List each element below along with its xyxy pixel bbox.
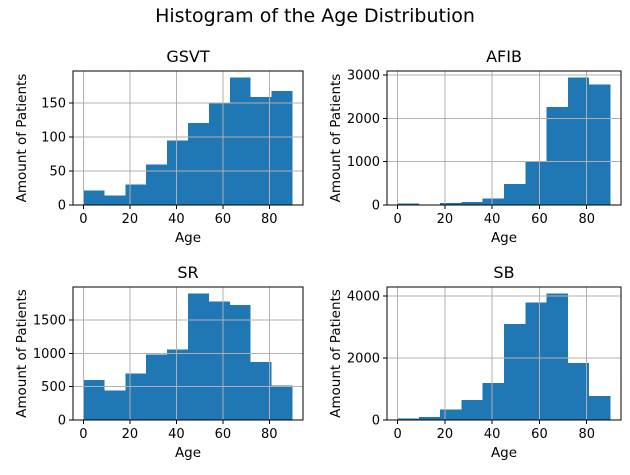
histogram-bar <box>397 418 419 420</box>
x-tick-label: 80 <box>261 427 278 442</box>
histogram-bar <box>567 363 590 420</box>
plot-spines <box>72 70 304 206</box>
histogram-bar <box>418 417 441 420</box>
histogram-bar <box>440 409 462 420</box>
plot-spines <box>386 70 622 206</box>
histogram-bar <box>83 380 105 420</box>
y-tick-label: 150 <box>41 97 66 112</box>
subplot-sr: 0 20 40 60 80 0 500 1000 1500 SR Age Amount of Pati… <box>14 263 304 461</box>
histogram-bar <box>482 382 504 420</box>
histogram-bar <box>104 390 126 420</box>
histogram-bar <box>188 122 209 205</box>
histogram-bar <box>504 323 526 420</box>
x-tick-label: 40 <box>168 212 185 227</box>
subplot-title: GSVT <box>166 47 210 66</box>
histogram-bar <box>83 190 105 205</box>
histogram-bar <box>567 77 590 205</box>
histogram-bar <box>589 395 611 420</box>
x-axis-label: Age <box>491 445 517 461</box>
y-tick-label: 2000 <box>347 112 380 127</box>
x-axis-label: Age <box>175 230 201 246</box>
histogram-bar <box>250 362 272 420</box>
histogram-bar <box>525 160 547 205</box>
subplot-afib: 0 20 40 60 80 0 1000 2000 3000 AFIB Age Amount of P… <box>328 47 622 246</box>
histogram-bar <box>461 201 483 205</box>
histogram-bar <box>397 203 419 205</box>
x-tick-label: 20 <box>437 427 454 442</box>
y-tick-label: 0 <box>58 414 66 429</box>
histogram-bar <box>208 103 230 205</box>
y-axis-label: Amount of Patients <box>14 289 30 418</box>
subplot-sb: 0 20 40 60 80 0 2000 4000 SB Age Amount of Patient… <box>328 263 622 461</box>
x-tick-label: 0 <box>79 212 87 227</box>
histogram-bar <box>167 349 188 420</box>
histogram-bar <box>461 399 483 420</box>
x-tick-label: 0 <box>393 212 401 227</box>
histogram-bar <box>146 164 168 205</box>
x-tick-label: 60 <box>531 212 548 227</box>
x-tick-label: 40 <box>168 427 185 442</box>
y-tick-label: 0 <box>372 414 380 429</box>
x-tick-label: 40 <box>484 212 501 227</box>
subplot-title: AFIB <box>486 47 522 66</box>
y-tick-label: 4000 <box>347 289 380 304</box>
histogram-bar <box>271 385 293 420</box>
x-tick-label: 80 <box>578 212 595 227</box>
y-tick-label: 1500 <box>33 314 66 329</box>
y-tick-label: 100 <box>41 131 66 146</box>
y-axis-label: Amount of Patients <box>328 74 344 203</box>
y-tick-label: 500 <box>41 380 66 395</box>
y-tick-label: 2000 <box>347 351 380 366</box>
histogram-bar <box>229 77 251 205</box>
histogram-bar <box>482 198 504 205</box>
histogram-bar <box>546 293 568 420</box>
histogram-bar <box>440 203 462 205</box>
x-tick-label: 80 <box>578 427 595 442</box>
x-tick-label: 20 <box>437 212 454 227</box>
histogram-bar <box>125 184 147 205</box>
x-tick-label: 20 <box>122 212 139 227</box>
y-tick-label: 0 <box>58 199 66 214</box>
x-tick-label: 60 <box>531 427 548 442</box>
histogram-bar <box>250 97 272 205</box>
histogram-bar <box>104 195 126 205</box>
y-tick-label: 1000 <box>33 347 66 362</box>
histogram-bar <box>546 107 568 205</box>
subplot-gsvt: 0 20 40 60 80 0 50 100 150 GSVT Age Amount of Patie… <box>14 47 304 246</box>
subplot-title: SR <box>177 263 198 282</box>
histogram-bar <box>271 90 293 205</box>
x-tick-label: 20 <box>122 427 139 442</box>
x-tick-label: 60 <box>215 427 232 442</box>
y-axis-label: Amount of Patients <box>14 74 30 203</box>
histogram-bar <box>188 293 209 420</box>
x-tick-label: 0 <box>79 427 87 442</box>
y-tick-label: 0 <box>372 199 380 214</box>
figure-title: Histogram of the Age Distribution <box>155 5 475 27</box>
x-tick-label: 40 <box>484 427 501 442</box>
y-axis-label: Amount of Patients <box>328 289 344 418</box>
plot-spines <box>386 286 622 421</box>
histogram-bar <box>146 354 168 420</box>
histogram-bar <box>208 301 230 420</box>
y-tick-label: 50 <box>49 165 66 180</box>
x-tick-label: 80 <box>261 212 278 227</box>
x-tick-label: 0 <box>393 427 401 442</box>
histogram-bar <box>504 183 526 205</box>
histogram-bar <box>125 373 147 420</box>
histogram-bar <box>167 140 188 205</box>
y-tick-label: 1000 <box>347 155 380 170</box>
subplot-title: SB <box>493 263 514 282</box>
histogram-bar <box>525 302 547 420</box>
histogram-bar <box>229 305 251 420</box>
y-tick-label: 3000 <box>347 69 380 84</box>
x-axis-label: Age <box>175 445 201 461</box>
histogram-bar <box>589 84 611 205</box>
x-tick-label: 60 <box>215 212 232 227</box>
x-axis-label: Age <box>491 230 517 246</box>
